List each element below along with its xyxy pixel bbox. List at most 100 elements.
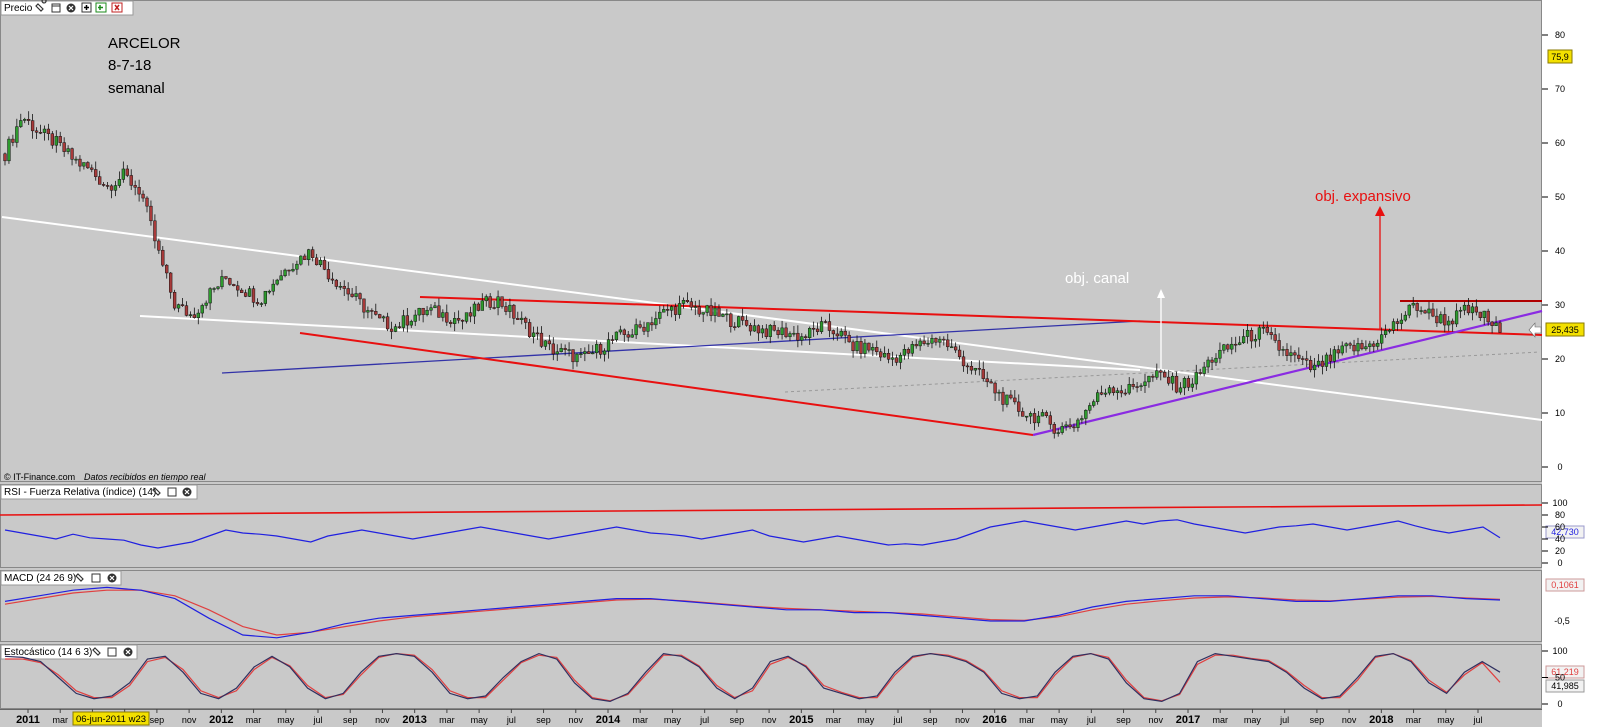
close-icon[interactable] bbox=[123, 647, 133, 657]
candle-body bbox=[508, 304, 512, 312]
candle-body bbox=[19, 120, 23, 127]
candle-body bbox=[1320, 360, 1325, 367]
candle-body bbox=[153, 220, 157, 242]
x-tick-label: jul bbox=[1472, 715, 1482, 725]
candle-body bbox=[776, 329, 780, 335]
candle-body bbox=[1222, 344, 1226, 351]
candle-body bbox=[1202, 366, 1206, 374]
x-tick-label: may bbox=[664, 715, 682, 725]
insert-panel-icon[interactable] bbox=[95, 2, 107, 13]
candle-body bbox=[516, 318, 520, 320]
candle-body bbox=[591, 352, 595, 355]
candle-body bbox=[303, 255, 307, 260]
candle-body bbox=[1017, 401, 1021, 412]
candle-body bbox=[216, 286, 220, 289]
x-tick-label: mar bbox=[632, 715, 648, 725]
candle-body bbox=[50, 133, 54, 146]
rsi-y-tick-label: 0 bbox=[1557, 558, 1562, 568]
candle-body bbox=[314, 257, 319, 266]
candle-body bbox=[433, 305, 437, 309]
candle-body bbox=[752, 325, 757, 332]
candle-body bbox=[1123, 392, 1127, 395]
candle-body bbox=[389, 328, 394, 332]
candle-body bbox=[551, 343, 555, 355]
candle-body bbox=[291, 268, 295, 272]
candle-body bbox=[165, 264, 169, 274]
candle-body bbox=[1451, 320, 1455, 325]
candle-body bbox=[879, 351, 883, 358]
x-tick-label: sep bbox=[1310, 715, 1325, 725]
candle-body bbox=[74, 158, 78, 161]
candle-body bbox=[1383, 330, 1388, 335]
candle-body bbox=[547, 340, 552, 345]
candle-body bbox=[737, 316, 741, 328]
wrench-icon[interactable] bbox=[92, 647, 101, 656]
add-indicator-icon[interactable] bbox=[81, 2, 92, 13]
candle-body bbox=[382, 316, 386, 319]
scroll-right-icon[interactable] bbox=[1528, 322, 1542, 338]
candle-body bbox=[354, 293, 358, 297]
candle-body bbox=[1186, 378, 1191, 388]
candle-body bbox=[1407, 304, 1411, 316]
maximize-icon[interactable] bbox=[91, 573, 101, 583]
x-tick-label: nov bbox=[569, 715, 584, 725]
wrench-icon[interactable] bbox=[75, 573, 84, 582]
close-icon[interactable] bbox=[182, 487, 192, 497]
candle-body bbox=[693, 306, 697, 308]
macd-panel-header: MACD (24 26 9) bbox=[0, 570, 122, 586]
close-icon[interactable] bbox=[66, 3, 76, 13]
candle-body bbox=[1218, 349, 1222, 359]
price-panel-frame bbox=[0, 0, 1542, 482]
candle-body bbox=[385, 316, 390, 330]
candle-body bbox=[938, 338, 942, 343]
candle-body bbox=[488, 296, 492, 308]
red-resistance-line bbox=[419, 296, 1543, 336]
maximize-icon[interactable] bbox=[51, 3, 61, 13]
candle-body bbox=[1249, 330, 1254, 342]
x-tick-label: 2011 bbox=[16, 714, 40, 726]
candle-body bbox=[1360, 343, 1364, 350]
x-tick-label: may bbox=[857, 715, 875, 725]
price-trendlines[interactable] bbox=[1, 206, 1543, 437]
candle-body bbox=[697, 306, 701, 315]
candle-body bbox=[563, 348, 567, 350]
candle-body bbox=[101, 184, 106, 186]
wrench-icon[interactable] bbox=[152, 487, 161, 496]
rsi-red-trendline[interactable] bbox=[0, 504, 1543, 516]
candle-body bbox=[961, 356, 966, 367]
candle-body bbox=[1210, 359, 1214, 363]
candle-body bbox=[157, 240, 161, 251]
candle-body bbox=[630, 334, 634, 338]
remove-panel-icon[interactable] bbox=[111, 2, 123, 13]
candle-body bbox=[673, 306, 678, 315]
candle-body bbox=[311, 249, 315, 259]
data-source-note: Datos recibidos en tiempo real bbox=[84, 472, 207, 482]
candle-body bbox=[1391, 321, 1396, 331]
candle-body bbox=[1163, 372, 1167, 378]
chart-title-line-2: 8-7-18 bbox=[108, 57, 151, 74]
close-icon[interactable] bbox=[107, 573, 117, 583]
candle-body bbox=[1301, 358, 1305, 360]
candle-body bbox=[1088, 405, 1092, 411]
rsi-panel-label: RSI - Fuerza Relativa (índice) (14) bbox=[4, 487, 156, 498]
candle-body bbox=[1336, 349, 1340, 354]
candle-body bbox=[997, 391, 1001, 394]
candle-body bbox=[370, 310, 374, 312]
wrench-icon[interactable] bbox=[35, 0, 47, 12]
maximize-icon[interactable] bbox=[107, 647, 117, 657]
candle-body bbox=[1226, 344, 1230, 350]
stoch-panel-header: Estocástico (14 6 3) bbox=[0, 644, 138, 660]
candle-body bbox=[1238, 342, 1242, 345]
candle-body bbox=[82, 162, 86, 167]
candle-body bbox=[800, 336, 804, 341]
candle-body bbox=[1293, 352, 1297, 356]
candle-body bbox=[169, 272, 173, 293]
candle-body bbox=[299, 255, 303, 265]
candle-body bbox=[768, 325, 772, 337]
candle-body bbox=[559, 348, 563, 353]
top-marker-box bbox=[1547, 49, 1573, 64]
x-tick-label: may bbox=[1244, 715, 1262, 725]
x-tick-label: nov bbox=[1149, 715, 1164, 725]
candle-body bbox=[792, 332, 796, 335]
maximize-icon[interactable] bbox=[167, 487, 177, 497]
